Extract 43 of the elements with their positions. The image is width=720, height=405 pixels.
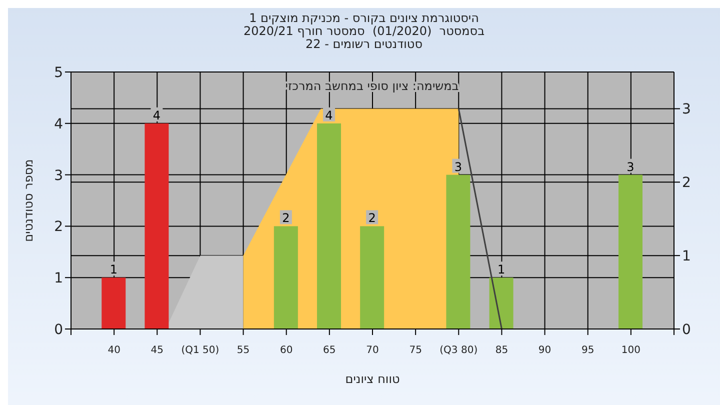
y-tick-label: 3 bbox=[54, 168, 63, 184]
x-axis-title: טווח ציונים bbox=[345, 372, 400, 386]
y-axis-title: מספר סטודנטים bbox=[21, 159, 36, 242]
y-tick-label: 2 bbox=[54, 219, 63, 236]
y-tick-label: 0 bbox=[54, 322, 63, 338]
data-label: 4 bbox=[325, 108, 333, 122]
bar bbox=[317, 123, 341, 329]
x-tick-label: 70 bbox=[366, 345, 379, 356]
y2-tick-label: 0 bbox=[682, 322, 691, 338]
x-tick-label: 95 bbox=[581, 345, 594, 356]
x-tick-label: 65 bbox=[323, 345, 336, 356]
y2-tick-label: 2 bbox=[682, 175, 691, 192]
data-label: 2 bbox=[282, 211, 290, 226]
x-tick-label: (Q1 50) bbox=[181, 345, 220, 356]
y2-tick-label: 1 bbox=[682, 248, 691, 265]
x-tick-label: 40 bbox=[108, 345, 120, 356]
data-label: 3 bbox=[626, 160, 634, 174]
x-tick-label: 100 bbox=[621, 345, 640, 356]
bar bbox=[618, 174, 642, 329]
x-tick-label: 45 bbox=[150, 345, 164, 356]
x-tick-label: (Q3 80) bbox=[440, 345, 478, 356]
x-tick-label: 60 bbox=[280, 345, 293, 356]
bar bbox=[489, 278, 514, 329]
bar bbox=[274, 226, 298, 329]
y-tick-label: 4 bbox=[54, 116, 64, 132]
bar bbox=[446, 174, 470, 329]
x-tick-label: 75 bbox=[409, 345, 422, 356]
bar bbox=[360, 226, 384, 329]
y-tick-label: 5 bbox=[54, 64, 63, 81]
data-label: 1 bbox=[497, 262, 506, 277]
chart-title: היסטוגרמת ציונים בקורס - מכניקת מוצקים 1 bbox=[248, 11, 480, 25]
data-label: 1 bbox=[110, 262, 118, 277]
y-tick-label: 1 bbox=[54, 270, 63, 287]
x-tick-label: 90 bbox=[538, 345, 552, 356]
x-tick-label: 55 bbox=[236, 345, 250, 356]
data-label: 2 bbox=[368, 211, 376, 226]
bar bbox=[144, 123, 169, 329]
bar bbox=[102, 278, 126, 329]
data-label: 4 bbox=[152, 108, 161, 122]
chart-subtitle: בסמסטר (01/2020) סמסטר חורף 2020/21 סטודנטים רשומים - 22 bbox=[242, 24, 486, 51]
y2-tick-label: 3 bbox=[682, 102, 691, 118]
x-tick-label: 85 bbox=[495, 345, 508, 356]
data-label: 3 bbox=[454, 160, 462, 174]
